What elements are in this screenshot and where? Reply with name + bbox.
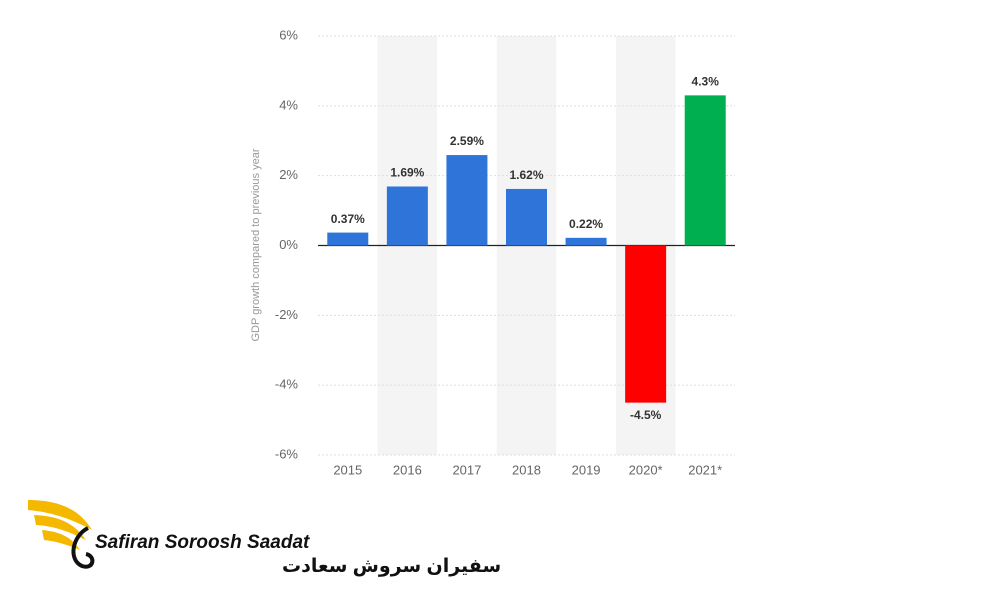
logo: Safiran Soroosh Saadat سفیران سروش سعادت bbox=[28, 500, 501, 577]
x-tick-label: 2020* bbox=[629, 462, 663, 477]
y-axis-label: GDP growth compared to previous year bbox=[250, 148, 262, 341]
bar bbox=[625, 245, 667, 403]
bar bbox=[565, 237, 607, 246]
value-label: 0.22% bbox=[569, 217, 603, 231]
x-tick-label: 2016 bbox=[393, 462, 422, 477]
bar bbox=[506, 188, 547, 246]
value-label: 4.3% bbox=[692, 75, 720, 89]
bar bbox=[327, 232, 369, 246]
logo-name-fa: سفیران سروش سعادت bbox=[282, 556, 501, 577]
value-label: 1.62% bbox=[509, 168, 543, 182]
value-label: 1.69% bbox=[390, 166, 424, 180]
y-tick-label: 0% bbox=[279, 237, 298, 252]
y-tick-label: 2% bbox=[279, 167, 298, 182]
value-label: 0.37% bbox=[331, 212, 365, 226]
value-label: -4.5% bbox=[630, 408, 662, 422]
value-label: 2.59% bbox=[450, 134, 484, 148]
y-tick-label: 6% bbox=[279, 27, 298, 42]
x-tick-label: 2017 bbox=[452, 462, 481, 477]
logo-swan bbox=[71, 526, 95, 569]
logo-wing bbox=[28, 500, 92, 530]
bar bbox=[446, 155, 488, 246]
logo-wing bbox=[42, 530, 80, 550]
bar bbox=[684, 95, 726, 246]
x-tick-label: 2019 bbox=[572, 462, 601, 477]
y-tick-label: 4% bbox=[279, 97, 298, 112]
x-tick-label: 2015 bbox=[333, 462, 362, 477]
y-tick-label: -6% bbox=[275, 446, 299, 461]
logo-wing bbox=[34, 515, 86, 540]
y-tick-label: -2% bbox=[275, 307, 299, 322]
bar bbox=[386, 186, 428, 246]
x-tick-label: 2021* bbox=[688, 462, 722, 477]
y-tick-label: -4% bbox=[275, 377, 299, 392]
logo-name: Safiran Soroosh Saadat bbox=[95, 532, 310, 553]
x-tick-label: 2018 bbox=[512, 462, 541, 477]
